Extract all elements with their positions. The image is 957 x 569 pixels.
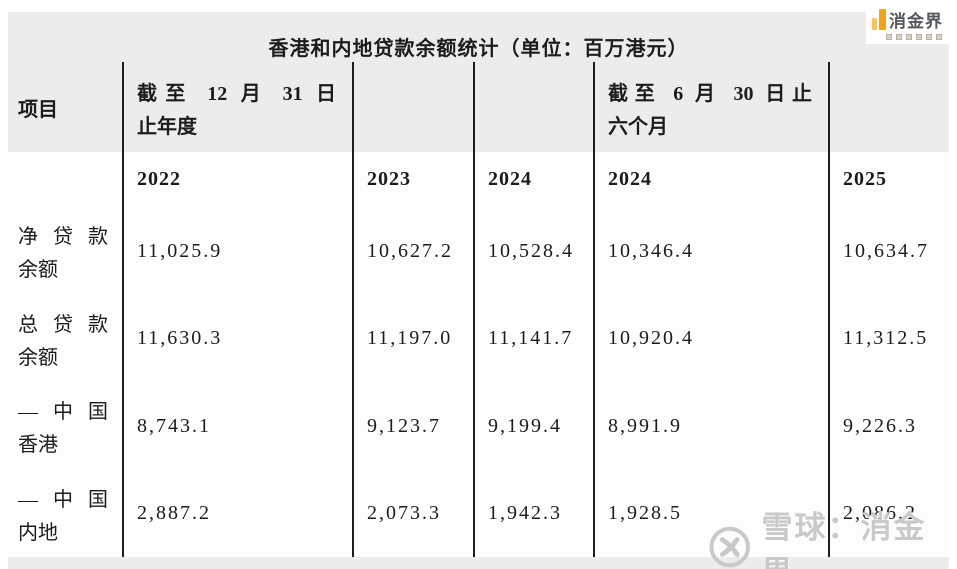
cell-ml-2022: 2,887.2 bbox=[122, 470, 352, 557]
logo-tagline-glyphs bbox=[886, 34, 943, 40]
cell-hk-2024: 9,199.4 bbox=[473, 382, 593, 470]
cell-net-2024h1: 10,346.4 bbox=[593, 207, 828, 295]
header-projects: 项目 bbox=[8, 62, 122, 152]
brand-logo-text: 消金界 bbox=[889, 12, 943, 31]
cell-hk-2025h1: 9,226.3 bbox=[828, 382, 949, 470]
header-empty-1 bbox=[352, 62, 473, 152]
cell-gross-2022: 11,630.3 bbox=[122, 295, 352, 382]
cell-gross-2023: 11,197.0 bbox=[352, 295, 473, 382]
cell-gross-2024: 11,141.7 bbox=[473, 295, 593, 382]
cell-gross-2024h1: 10,920.4 bbox=[593, 295, 828, 382]
header-empty-2 bbox=[473, 62, 593, 152]
cell-net-2023: 10,627.2 bbox=[352, 207, 473, 295]
header-empty-3 bbox=[828, 62, 949, 152]
brand-logo: 消金界 bbox=[866, 5, 949, 44]
header-group-halfyear: 截至 6 月 30 日止 六个月 bbox=[593, 62, 828, 152]
header-group-annual-line2: 止年度 bbox=[137, 116, 197, 138]
row-label-mainland: —中国 内地 bbox=[8, 470, 122, 557]
cell-hk-2022: 8,743.1 bbox=[122, 382, 352, 470]
header-projects-label: 项目 bbox=[18, 98, 58, 121]
year-2024-h1: 2024 bbox=[593, 152, 828, 207]
watermark: 雪球：消金界 bbox=[708, 502, 957, 569]
row-label-gross-loan: 总贷款 余额 bbox=[8, 295, 122, 382]
brand-logo-icon bbox=[872, 8, 886, 30]
year-row-empty bbox=[8, 152, 122, 207]
year-2025-h1: 2025 bbox=[828, 152, 949, 207]
header-group-halfyear-line2: 六个月 bbox=[608, 116, 668, 138]
cell-net-2025h1: 10,634.7 bbox=[828, 207, 949, 295]
year-2024: 2024 bbox=[473, 152, 593, 207]
year-2023: 2023 bbox=[352, 152, 473, 207]
loan-balance-table: 项目 截至 12 月 31 日 止年度 截至 6 月 30 日止 六个月 202… bbox=[8, 62, 949, 557]
table-card: 香港和内地贷款余额统计（单位：百万港元） 项目 截至 12 月 31 日 止年度… bbox=[8, 12, 949, 569]
header-group-annual: 截至 12 月 31 日 止年度 bbox=[122, 62, 352, 152]
watermark-text: 雪球：消金界 bbox=[761, 510, 927, 569]
row-label-hongkong: —中国 香港 bbox=[8, 382, 122, 470]
cell-ml-2025h1: 2,086.2 bbox=[828, 470, 949, 557]
cell-net-2024: 10,528.4 bbox=[473, 207, 593, 295]
table-title: 香港和内地贷款余额统计（单位：百万港元） bbox=[268, 38, 689, 60]
cell-hk-2023: 9,123.7 bbox=[352, 382, 473, 470]
row-label-net-loan: 净贷款 余额 bbox=[8, 207, 122, 295]
snowball-icon bbox=[709, 526, 750, 568]
cell-ml-2024: 1,942.3 bbox=[473, 470, 593, 557]
cell-hk-2024h1: 8,991.9 bbox=[593, 382, 828, 470]
cell-ml-2023: 2,073.3 bbox=[352, 470, 473, 557]
cell-gross-2025h1: 11,312.5 bbox=[828, 295, 949, 382]
header-group-annual-line1: 截至 12 月 31 日 bbox=[137, 83, 336, 105]
header-group-halfyear-line1: 截至 6 月 30 日止 bbox=[608, 83, 812, 105]
year-2022: 2022 bbox=[122, 152, 352, 207]
cell-net-2022: 11,025.9 bbox=[122, 207, 352, 295]
